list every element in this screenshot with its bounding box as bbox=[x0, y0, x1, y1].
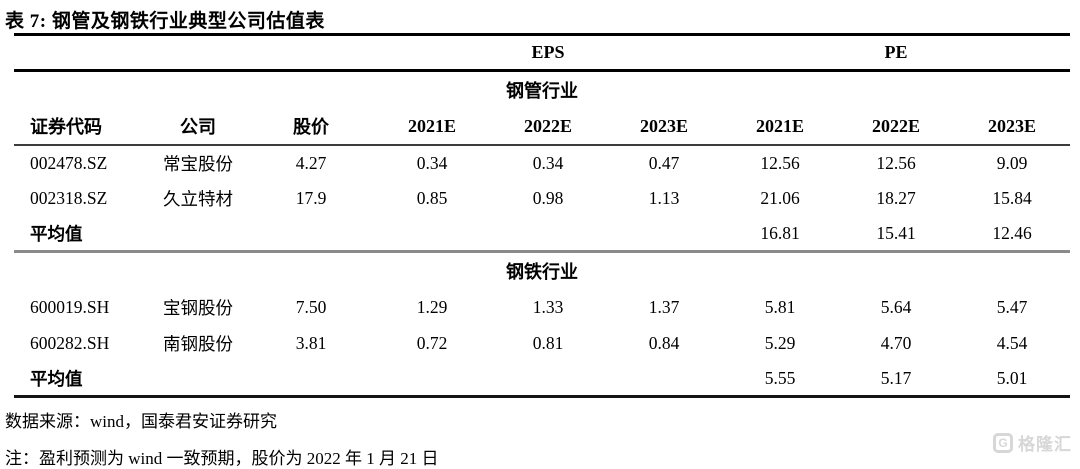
stock-code-cell: 600019.SH bbox=[30, 297, 110, 317]
column-header-pe-2023: 2023E bbox=[988, 115, 1037, 136]
stock-code-cell: 002318.SZ bbox=[30, 188, 108, 208]
eps-cell: 0.72 bbox=[416, 333, 448, 353]
stock-code-cell: 600282.SH bbox=[30, 333, 110, 353]
price-cell: 7.50 bbox=[295, 297, 327, 317]
table-row: 600019.SH 宝钢股份 7.50 1.29 1.33 1.37 5.81 … bbox=[14, 290, 1070, 326]
data-source-text: 数据来源：wind，国泰君安证券研究 bbox=[5, 412, 277, 431]
table-row: 002478.SZ 常宝股份 4.27 0.34 0.34 0.47 12.56… bbox=[14, 145, 1070, 181]
column-header-company: 公司 bbox=[180, 117, 216, 137]
column-header-code: 证券代码 bbox=[30, 117, 102, 137]
section-header-steel-pipe-label: 钢管行业 bbox=[506, 81, 578, 102]
gelonghui-logo-icon: G bbox=[993, 432, 1013, 453]
pe-average-cell: 15.41 bbox=[876, 222, 916, 243]
pe-average-cell: 16.81 bbox=[760, 222, 800, 243]
price-cell: 17.9 bbox=[295, 188, 327, 208]
table-row: 002318.SZ 久立特材 17.9 0.85 0.98 1.13 21.06… bbox=[14, 181, 1070, 217]
company-cell: 南钢股份 bbox=[163, 334, 233, 354]
pe-cell: 12.56 bbox=[760, 152, 800, 173]
column-header-eps-2022: 2022E bbox=[523, 115, 572, 136]
pe-average-cell: 5.55 bbox=[764, 367, 796, 388]
company-cell: 宝钢股份 bbox=[163, 298, 233, 318]
pe-cell: 18.27 bbox=[876, 188, 916, 208]
column-header-price: 股价 bbox=[293, 117, 329, 137]
section-header-steel-label: 钢铁行业 bbox=[506, 262, 578, 283]
gelonghui-watermark: G 格隆汇 bbox=[993, 430, 1072, 455]
section-header-steel: 钢铁行业 bbox=[14, 252, 1070, 290]
average-label: 平均值 bbox=[30, 223, 83, 244]
column-header-pe-2021: 2021E bbox=[756, 115, 805, 136]
eps-cell: 1.13 bbox=[648, 188, 680, 208]
eps-cell: 0.34 bbox=[532, 152, 564, 173]
eps-cell: 1.37 bbox=[648, 297, 680, 317]
eps-cell: 0.81 bbox=[532, 333, 564, 353]
group-header-row: EPS PE bbox=[14, 35, 1071, 71]
column-header-eps-2021: 2021E bbox=[407, 115, 456, 136]
eps-cell: 0.34 bbox=[416, 152, 448, 173]
group-header-spacer bbox=[14, 35, 374, 71]
average-row-steel-pipe: 平均值 16.81 15.41 12.46 bbox=[14, 217, 1071, 252]
eps-cell: 0.47 bbox=[648, 152, 680, 173]
watermark-text: 格隆汇 bbox=[1018, 435, 1072, 454]
column-header-pe-2022: 2022E bbox=[872, 115, 921, 136]
pe-cell: 5.81 bbox=[764, 297, 796, 317]
pe-average-cell: 5.01 bbox=[996, 367, 1028, 388]
pe-cell: 12.56 bbox=[876, 152, 916, 173]
pe-cell: 4.70 bbox=[880, 333, 912, 353]
column-header-eps-2023: 2023E bbox=[640, 115, 689, 136]
company-cell: 常宝股份 bbox=[163, 153, 233, 174]
group-header-pe: PE bbox=[884, 42, 908, 62]
pe-cell: 5.29 bbox=[764, 333, 796, 353]
pe-cell: 4.54 bbox=[996, 333, 1028, 353]
stock-code-cell: 002478.SZ bbox=[30, 152, 108, 173]
price-cell: 3.81 bbox=[295, 333, 327, 353]
column-header-row: 证券代码 公司 股价 2021E 2022E 2023E 2021E 2022E… bbox=[14, 109, 1071, 145]
company-cell: 久立特材 bbox=[163, 189, 233, 209]
pe-cell: 15.84 bbox=[992, 188, 1032, 208]
pe-cell: 5.47 bbox=[996, 297, 1028, 317]
group-header-eps: EPS bbox=[531, 42, 565, 62]
table-row: 600282.SH 南钢股份 3.81 0.72 0.81 0.84 5.29 … bbox=[14, 326, 1070, 362]
price-cell: 4.27 bbox=[295, 152, 327, 173]
eps-cell: 0.85 bbox=[416, 188, 448, 208]
pe-average-cell: 5.17 bbox=[880, 367, 912, 388]
valuation-table: EPS PE 钢管行业 证券代码 公司 股价 2021E 2022E 2023E… bbox=[14, 33, 1071, 398]
eps-cell: 1.29 bbox=[416, 297, 448, 317]
average-label: 平均值 bbox=[30, 368, 83, 389]
pe-average-cell: 12.46 bbox=[992, 222, 1032, 243]
eps-cell: 1.33 bbox=[532, 297, 564, 317]
section-header-steel-pipe: 钢管行业 bbox=[14, 71, 1070, 109]
pe-cell: 9.09 bbox=[996, 152, 1028, 173]
average-row-steel: 平均值 5.55 5.17 5.01 bbox=[14, 362, 1071, 397]
eps-cell: 0.84 bbox=[648, 333, 680, 353]
pe-cell: 21.06 bbox=[760, 188, 800, 208]
pe-cell: 5.64 bbox=[880, 297, 912, 317]
table-title: 表 7: 钢管及钢铁行业典型公司估值表 bbox=[5, 11, 325, 32]
footnote-text: 注：盈利预测为 wind 一致预期，股价为 2022 年 1 月 21 日 bbox=[5, 449, 439, 468]
eps-cell: 0.98 bbox=[532, 188, 564, 208]
